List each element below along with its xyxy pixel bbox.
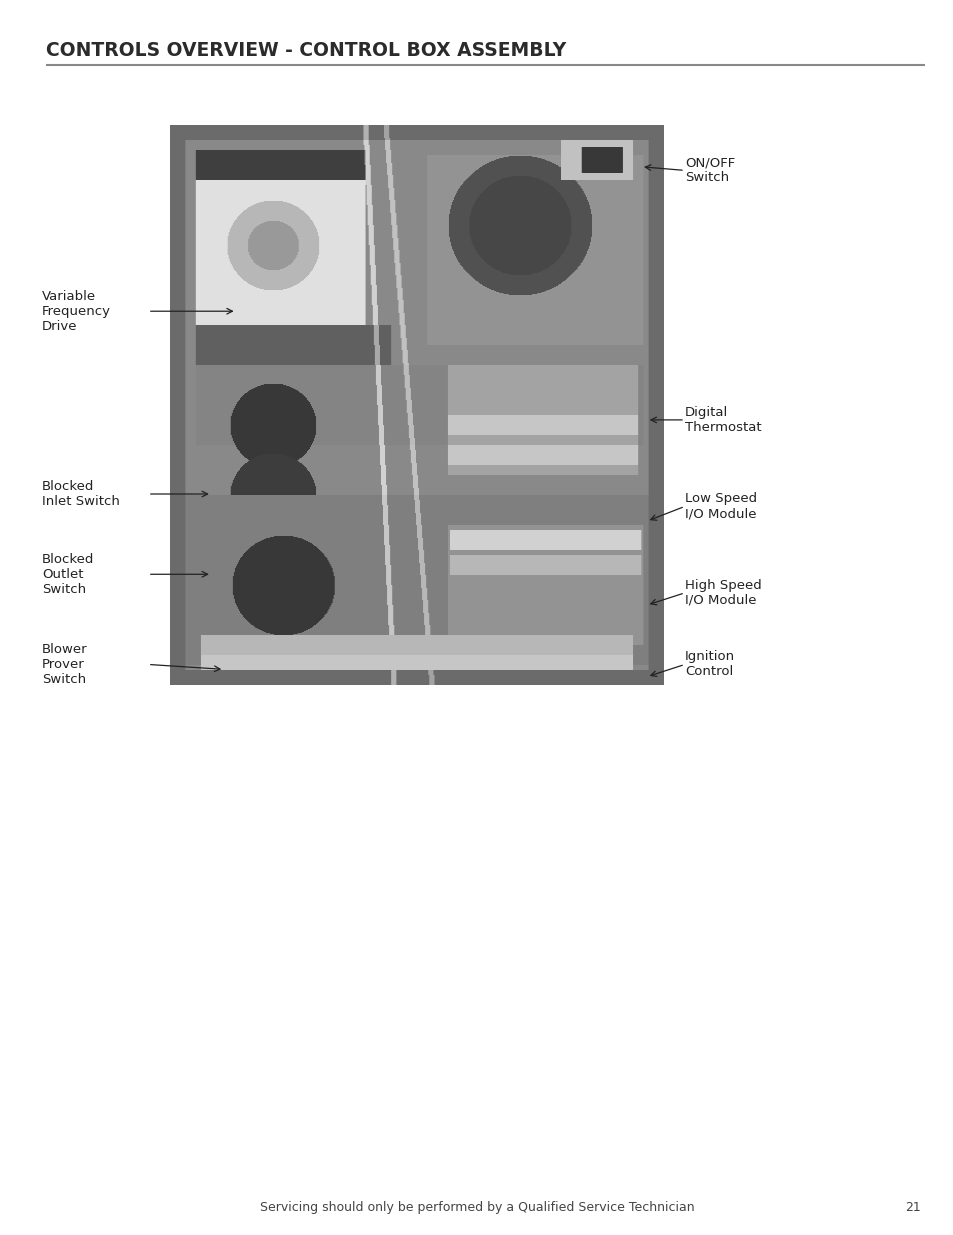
Text: Ignition
Control: Ignition Control [684, 651, 735, 678]
Text: Servicing should only be performed by a Qualified Service Technician: Servicing should only be performed by a … [259, 1202, 694, 1214]
Text: Blocked
Inlet Switch: Blocked Inlet Switch [42, 480, 120, 508]
Text: 21: 21 [903, 1202, 920, 1214]
Text: CONTROLS OVERVIEW - CONTROL BOX ASSEMBLY: CONTROLS OVERVIEW - CONTROL BOX ASSEMBLY [46, 41, 565, 59]
Text: Blower
Prover
Switch: Blower Prover Switch [42, 643, 88, 685]
Text: Digital
Thermostat: Digital Thermostat [684, 406, 760, 433]
Text: Blocked
Outlet
Switch: Blocked Outlet Switch [42, 553, 94, 595]
Text: High Speed
I/O Module: High Speed I/O Module [684, 579, 760, 606]
Text: Variable
Frequency
Drive: Variable Frequency Drive [42, 290, 111, 332]
Text: Low Speed
I/O Module: Low Speed I/O Module [684, 493, 757, 520]
Text: ON/OFF
Switch: ON/OFF Switch [684, 157, 735, 184]
